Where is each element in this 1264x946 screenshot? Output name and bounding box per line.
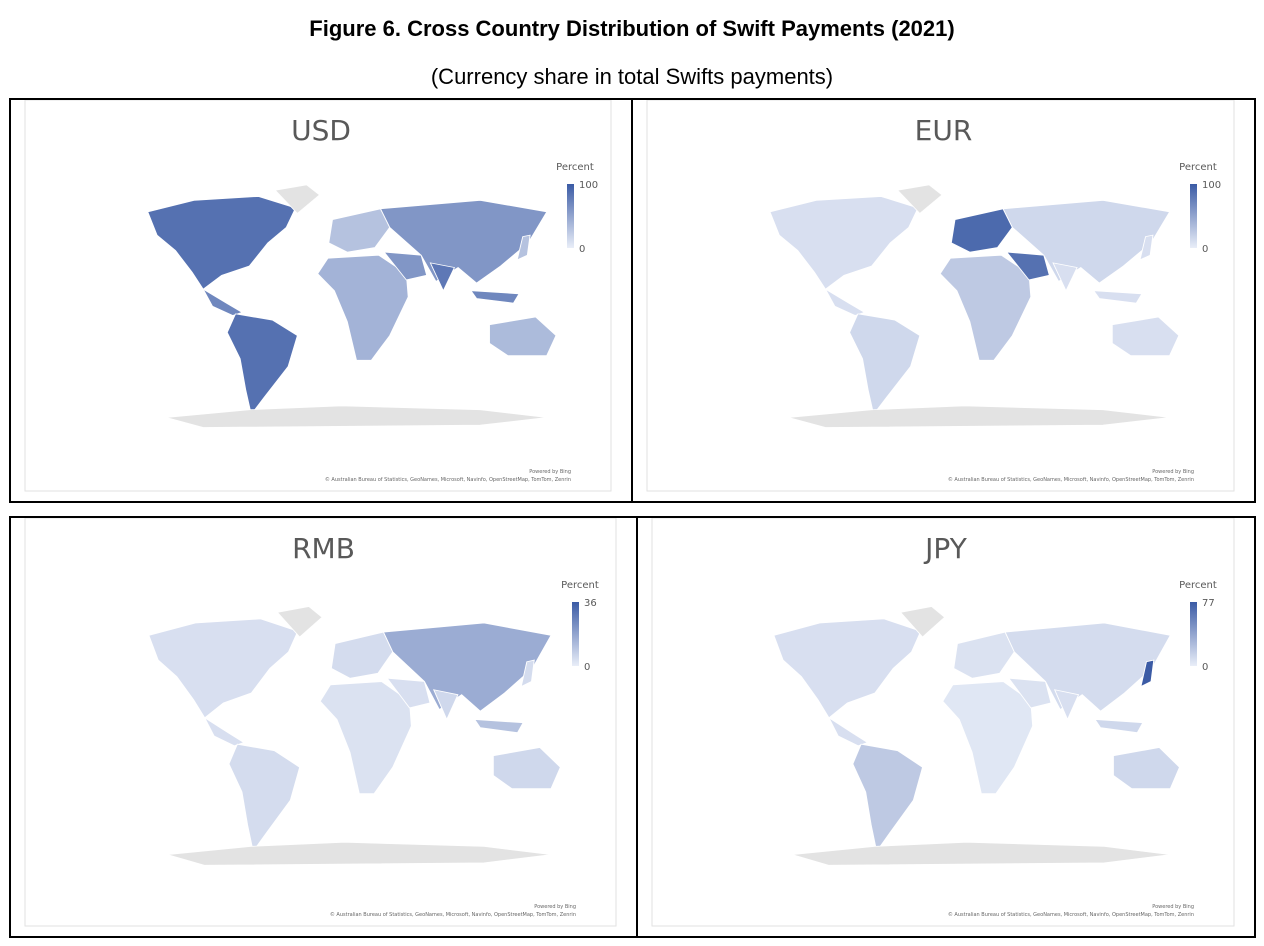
legend-title: Percent <box>556 162 594 173</box>
legend-min: 0 <box>1202 244 1208 255</box>
region <box>516 234 531 261</box>
legend-bar <box>1190 184 1197 248</box>
region <box>202 288 243 316</box>
map-frame <box>24 100 612 492</box>
legend-max: 100 <box>579 180 598 191</box>
region <box>1053 689 1080 721</box>
region <box>330 631 394 679</box>
region <box>429 262 456 292</box>
region <box>950 208 1013 253</box>
region <box>852 743 924 853</box>
legend-max: 77 <box>1202 598 1215 609</box>
legend-title: Percent <box>561 580 599 591</box>
map-panel: RMB Percent 36 0 Powered by Bing © Australian… <box>9 516 638 938</box>
map-frame <box>646 100 1235 492</box>
region <box>328 208 391 253</box>
attribution: © Australian Bureau of Statistics, GeoNa… <box>948 476 1194 483</box>
region <box>896 184 943 215</box>
region <box>792 841 1171 866</box>
world-map <box>148 606 561 866</box>
map-panel: JPY Percent 77 0 Powered by Bing © Australian… <box>636 516 1256 938</box>
region <box>773 618 922 719</box>
figure-title: Figure 6. Cross Country Distribution of … <box>309 16 955 41</box>
region <box>386 677 431 709</box>
region <box>849 313 921 416</box>
region <box>1111 316 1180 357</box>
region <box>167 841 552 866</box>
region <box>939 254 1032 361</box>
region <box>492 747 561 790</box>
region <box>824 288 866 316</box>
region <box>226 313 298 416</box>
credit: Powered by Bing <box>529 469 571 475</box>
region <box>1092 290 1143 304</box>
attribution: © Australian Bureau of Statistics, GeoNa… <box>948 911 1194 918</box>
region <box>788 405 1170 428</box>
region <box>166 405 547 428</box>
region <box>228 743 301 853</box>
region <box>274 184 321 215</box>
legend-title: Percent <box>1179 580 1217 591</box>
credit: Powered by Bing <box>534 904 576 910</box>
legend-title: Percent <box>1179 162 1217 173</box>
region <box>1004 622 1171 712</box>
region <box>383 251 428 281</box>
region <box>942 681 1034 795</box>
region <box>319 681 412 795</box>
panel-title: EUR <box>915 114 973 147</box>
region <box>953 631 1015 679</box>
region <box>827 716 869 747</box>
map: JPY Percent 77 0 Powered by Bing© Australian… <box>651 518 1235 927</box>
map: RMB Percent 36 0 Powered by Bing© Australian… <box>24 518 617 927</box>
region <box>899 606 946 638</box>
region <box>1140 659 1155 688</box>
region <box>317 254 409 361</box>
region <box>520 659 535 688</box>
panel-title: RMB <box>292 532 355 565</box>
legend-bar <box>567 184 574 248</box>
region <box>1139 234 1154 261</box>
legend-bar <box>572 602 579 666</box>
panel-title: JPY <box>923 532 968 565</box>
region <box>1052 262 1078 292</box>
region <box>203 716 245 747</box>
region <box>1002 199 1171 284</box>
figure-subtitle: (Currency share in total Swifts payments… <box>430 64 834 89</box>
region <box>473 718 524 734</box>
world-map <box>769 184 1180 428</box>
credit: Powered by Bing <box>1152 904 1194 910</box>
region <box>769 196 919 290</box>
region <box>470 290 520 304</box>
region <box>379 199 548 284</box>
region <box>489 316 557 357</box>
map-frame <box>24 518 617 927</box>
legend-min: 0 <box>584 662 590 673</box>
panel-title: USD <box>291 114 351 147</box>
region <box>1112 747 1181 790</box>
credit: Powered by Bing <box>1152 469 1194 475</box>
legend-min: 0 <box>579 244 585 255</box>
attribution: © Australian Bureau of Statistics, GeoNa… <box>330 911 576 918</box>
legend-max: 36 <box>584 598 597 609</box>
map-frame <box>651 518 1235 927</box>
region <box>1005 251 1050 281</box>
region <box>1007 677 1052 709</box>
region <box>382 622 552 712</box>
region <box>432 689 459 721</box>
legend-min: 0 <box>1202 662 1208 673</box>
region <box>147 196 297 290</box>
legend-max: 100 <box>1202 180 1221 191</box>
world-map <box>773 606 1181 866</box>
region <box>276 606 323 638</box>
map: EUR Percent 100 0 Powered by Bing© Australia… <box>646 100 1235 492</box>
map-panel: USD Percent 100 0 Powered by Bing © Australia… <box>9 98 633 503</box>
region <box>1094 718 1144 734</box>
map: USD Percent 100 0 Powered by Bing© Australia… <box>24 100 612 492</box>
attribution: © Australian Bureau of Statistics, GeoNa… <box>325 476 571 483</box>
map-panel: EUR Percent 100 0 Powered by Bing © Australia… <box>631 98 1256 503</box>
legend-bar <box>1190 602 1197 666</box>
region <box>148 618 299 719</box>
world-map <box>147 184 557 428</box>
